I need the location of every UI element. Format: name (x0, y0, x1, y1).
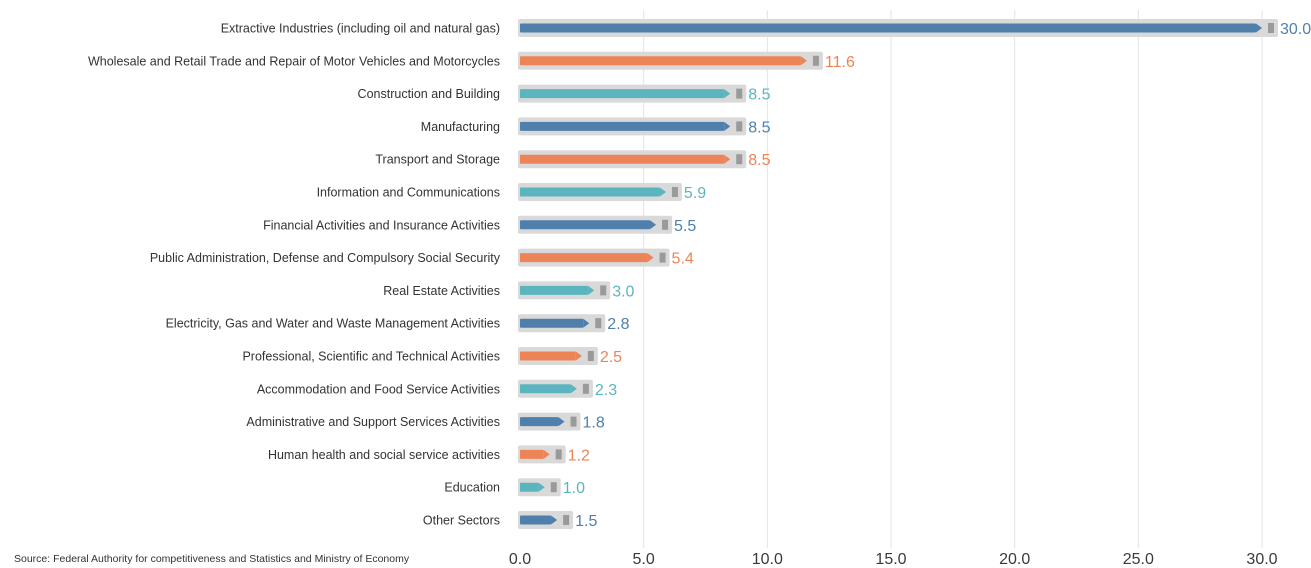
bar-cap (563, 515, 570, 525)
bar-tip (583, 318, 590, 328)
bar-cap (555, 449, 562, 460)
x-tick-label: 25.0 (1123, 551, 1154, 568)
bar (520, 351, 576, 361)
bar (520, 449, 544, 459)
bar-tip (1256, 23, 1262, 33)
bar (520, 318, 584, 328)
value-label: 5.4 (672, 251, 694, 268)
category-label: Extractive Industries (including oil and… (221, 22, 500, 36)
bar (520, 515, 552, 525)
value-label: 1.0 (563, 480, 585, 497)
source-note: Source: Federal Authority for competitiv… (14, 553, 410, 565)
bar-cap (662, 219, 669, 230)
value-label: 30.0 (1280, 21, 1311, 38)
category-label: Public Administration, Defense and Compu… (150, 251, 501, 265)
value-labels: 30.0 11.6 8.5 8.5 8.5 5.9 5.5 5.4 3.0 2.8 2.5 2.3 1.… (563, 21, 1311, 530)
bar-cap (659, 252, 666, 263)
category-label: Information and Communications (317, 186, 500, 200)
bar-tip (724, 154, 731, 164)
bar-cap (600, 285, 607, 296)
bar-tip (575, 351, 582, 361)
bar (520, 220, 651, 230)
bar-tip (588, 285, 595, 295)
x-tick-label: 30.0 (1246, 551, 1277, 568)
bar (520, 384, 571, 394)
value-label: 2.5 (600, 349, 622, 366)
category-label: Other Sectors (423, 514, 500, 528)
category-label: Transport and Storage (375, 153, 500, 167)
value-label: 8.5 (748, 119, 770, 136)
value-label: 2.8 (607, 316, 629, 333)
bar-cap (595, 318, 602, 329)
value-label: 2.3 (595, 382, 617, 399)
category-label: Education (444, 481, 500, 495)
value-label: 1.5 (575, 513, 597, 530)
bar-tip (647, 253, 654, 263)
bar-tip (558, 417, 565, 427)
bar (520, 482, 539, 492)
bar-cap (587, 351, 594, 361)
value-label: 1.2 (568, 447, 590, 464)
bar-tip (800, 56, 807, 66)
bar-cap (570, 416, 577, 427)
bar (520, 121, 725, 131)
bar (520, 417, 559, 427)
bar-cap (550, 482, 557, 493)
bar-tip (538, 482, 545, 492)
x-tick-label: 20.0 (999, 551, 1030, 568)
bar-tip (724, 89, 731, 99)
bar (520, 89, 725, 99)
bar-tip (570, 384, 577, 394)
value-label: 5.9 (684, 185, 706, 202)
category-label: Manufacturing (421, 120, 500, 134)
category-label: Human health and social service activiti… (268, 448, 500, 462)
category-label: Construction and Building (358, 87, 500, 101)
bar-tip (724, 121, 731, 131)
bar-cap (812, 55, 819, 66)
value-label: 8.5 (748, 152, 770, 169)
x-tick-label: 15.0 (875, 551, 906, 568)
value-label: 11.6 (825, 54, 855, 71)
bar-tip (543, 449, 550, 459)
bar (520, 154, 725, 164)
bar (520, 23, 1256, 33)
bar-tip (551, 515, 558, 525)
bar-tip (650, 220, 657, 230)
category-label: Wholesale and Retail Trade and Repair of… (88, 54, 500, 68)
bars (518, 19, 1278, 529)
x-axis-ticks: 0.0 5.0 10.0 15.0 20.0 25.0 30.0 (509, 551, 1278, 568)
grid-lines (643, 10, 1263, 548)
bar-cap (582, 383, 589, 394)
x-tick-label: 10.0 (752, 551, 783, 568)
category-label: Professional, Scientific and Technical A… (242, 350, 500, 364)
value-label: 8.5 (748, 87, 770, 104)
bar (520, 253, 648, 263)
x-tick-label: 0.0 (509, 551, 531, 568)
value-label: 1.8 (583, 415, 605, 432)
bar (520, 56, 801, 66)
x-tick-label: 5.0 (633, 551, 655, 568)
category-labels: Extractive Industries (including oil and… (88, 22, 501, 528)
value-label: 5.5 (674, 218, 696, 235)
bar-cap (671, 187, 678, 197)
category-label: Accommodation and Food Service Activitie… (257, 382, 500, 396)
category-label: Electricity, Gas and Water and Waste Man… (166, 317, 500, 331)
category-label: Real Estate Activities (383, 284, 500, 298)
bar (520, 285, 589, 295)
bar-cap (736, 121, 743, 132)
bar-tip (659, 187, 666, 197)
category-label: Administrative and Support Services Acti… (246, 415, 500, 429)
bar-cap (1268, 23, 1274, 33)
value-label: 3.0 (612, 283, 634, 300)
category-label: Financial Activities and Insurance Activ… (263, 218, 500, 232)
bar-cap (736, 88, 743, 99)
bar (520, 187, 660, 197)
bar-cap (736, 154, 743, 165)
